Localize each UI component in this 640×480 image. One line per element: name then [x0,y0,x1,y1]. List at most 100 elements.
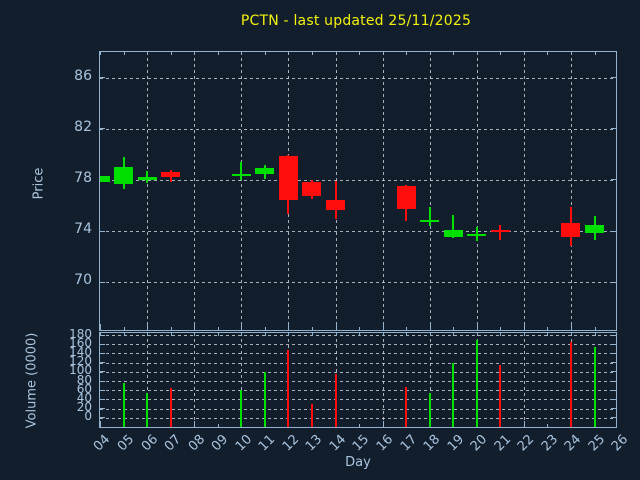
gridline-horizontal [100,179,616,181]
volume-bar-day-20 [475,339,478,427]
x-tick-top [406,333,408,336]
candle-body-day-13 [302,181,322,196]
gridline-vertical [194,52,196,330]
candle-wick-day-14 [334,181,337,220]
candle-wick-day-10 [240,162,243,180]
day-tick-label: 10 [232,432,255,455]
y-tick-right [611,281,616,283]
gridline-horizontal [100,381,616,382]
gridline-horizontal [100,353,616,355]
volume-bar-day-10 [240,390,243,427]
x-tick-top [547,52,549,55]
x-tick-top [500,333,502,336]
x-tick-top [264,52,266,55]
day-tick-label: 20 [468,432,491,455]
x-tick-top [382,52,384,55]
x-tick-bottom [570,324,572,330]
x-tick-top [429,52,431,55]
y-tick-right [611,408,616,410]
candle-body-day-10 [231,174,251,177]
volume-bar-day-19 [452,362,455,427]
x-tick-bottom [123,327,125,330]
x-tick-bottom [382,324,384,330]
price-tick-label: 74 [74,221,92,237]
x-tick-bottom [476,324,478,330]
gridline-vertical [523,52,525,330]
volume-tick-label: 20 [76,400,92,415]
y-tick-left [100,77,105,79]
x-tick-bottom [264,327,266,330]
x-tick-top [453,52,455,55]
volume-tick-label: 0 [84,409,92,424]
gridline-horizontal [100,417,616,419]
candle-wick-day-19 [452,215,455,238]
gridline-horizontal [100,344,616,346]
x-tick-top [429,333,431,336]
x-tick-bottom [453,327,455,330]
candle-wick-day-21 [499,225,502,240]
x-tick-bottom [311,327,313,330]
gridline-vertical [570,52,572,330]
y-tick-right [611,380,616,382]
gridline-horizontal [100,362,616,364]
chart-title: PCTN - last updated 25/11/2025 [240,13,472,29]
x-tick-top [476,52,478,55]
day-axis-title: Day [345,455,371,470]
gridline-vertical [429,52,431,330]
volume-bar-day-11 [263,371,266,427]
y-tick-left [100,230,105,232]
y-tick-right [611,362,616,364]
candle-body-day-6 [137,177,157,180]
candle-body-day-25 [585,224,604,234]
candle-body-day-7 [161,172,181,177]
day-tick-label: 07 [161,432,185,455]
volume-bar-day-6 [146,392,149,427]
x-tick-top [570,333,572,336]
price-plot [99,51,617,331]
volume-bar-day-18 [428,392,431,427]
volume-tick-label: 100 [69,363,92,378]
x-tick-top [547,333,549,336]
gridline-horizontal [100,128,616,130]
gridline-horizontal [100,335,616,336]
volume-tick-label: 180 [69,326,92,341]
candle-body-day-5 [114,167,133,184]
price-tick-label: 78 [74,169,92,186]
x-tick-bottom [359,424,360,427]
volume-bar-day-14 [334,373,337,427]
candle-body-day-11 [255,168,275,175]
x-tick-bottom [241,324,243,330]
volume-bar-day-17 [405,387,408,427]
gridline-horizontal [100,371,616,373]
day-tick-label: 26 [609,432,632,455]
gridline-vertical [241,333,243,427]
x-tick-top [241,333,243,336]
x-tick-bottom [523,421,525,427]
gridline-vertical [382,333,384,427]
y-tick-right [611,128,616,130]
x-tick-top [194,333,196,336]
candle-body-day-24 [561,223,581,238]
y-tick-left [100,281,105,283]
volume-bar-day-24 [569,341,572,427]
y-tick-left [100,128,105,130]
volume-bar-day-7 [169,387,172,427]
x-tick-top [453,333,455,336]
y-tick-right [611,77,616,79]
x-tick-top [311,52,313,55]
y-tick-left [100,408,105,410]
y-tick-left [100,380,105,382]
candle-body-day-4 [100,176,110,183]
x-tick-top [241,52,243,55]
day-tick-label: 17 [397,432,420,455]
day-tick-label: 05 [114,432,138,455]
gridline-vertical [476,52,478,330]
day-tick-label: 24 [562,432,585,455]
y-tick-right [611,417,616,419]
gridline-vertical [429,333,431,427]
y-tick-right [611,371,616,373]
x-tick-bottom [288,324,290,330]
volume-bar-day-21 [499,364,502,427]
x-tick-bottom [547,424,549,427]
volume-bar-day-12 [287,350,290,427]
